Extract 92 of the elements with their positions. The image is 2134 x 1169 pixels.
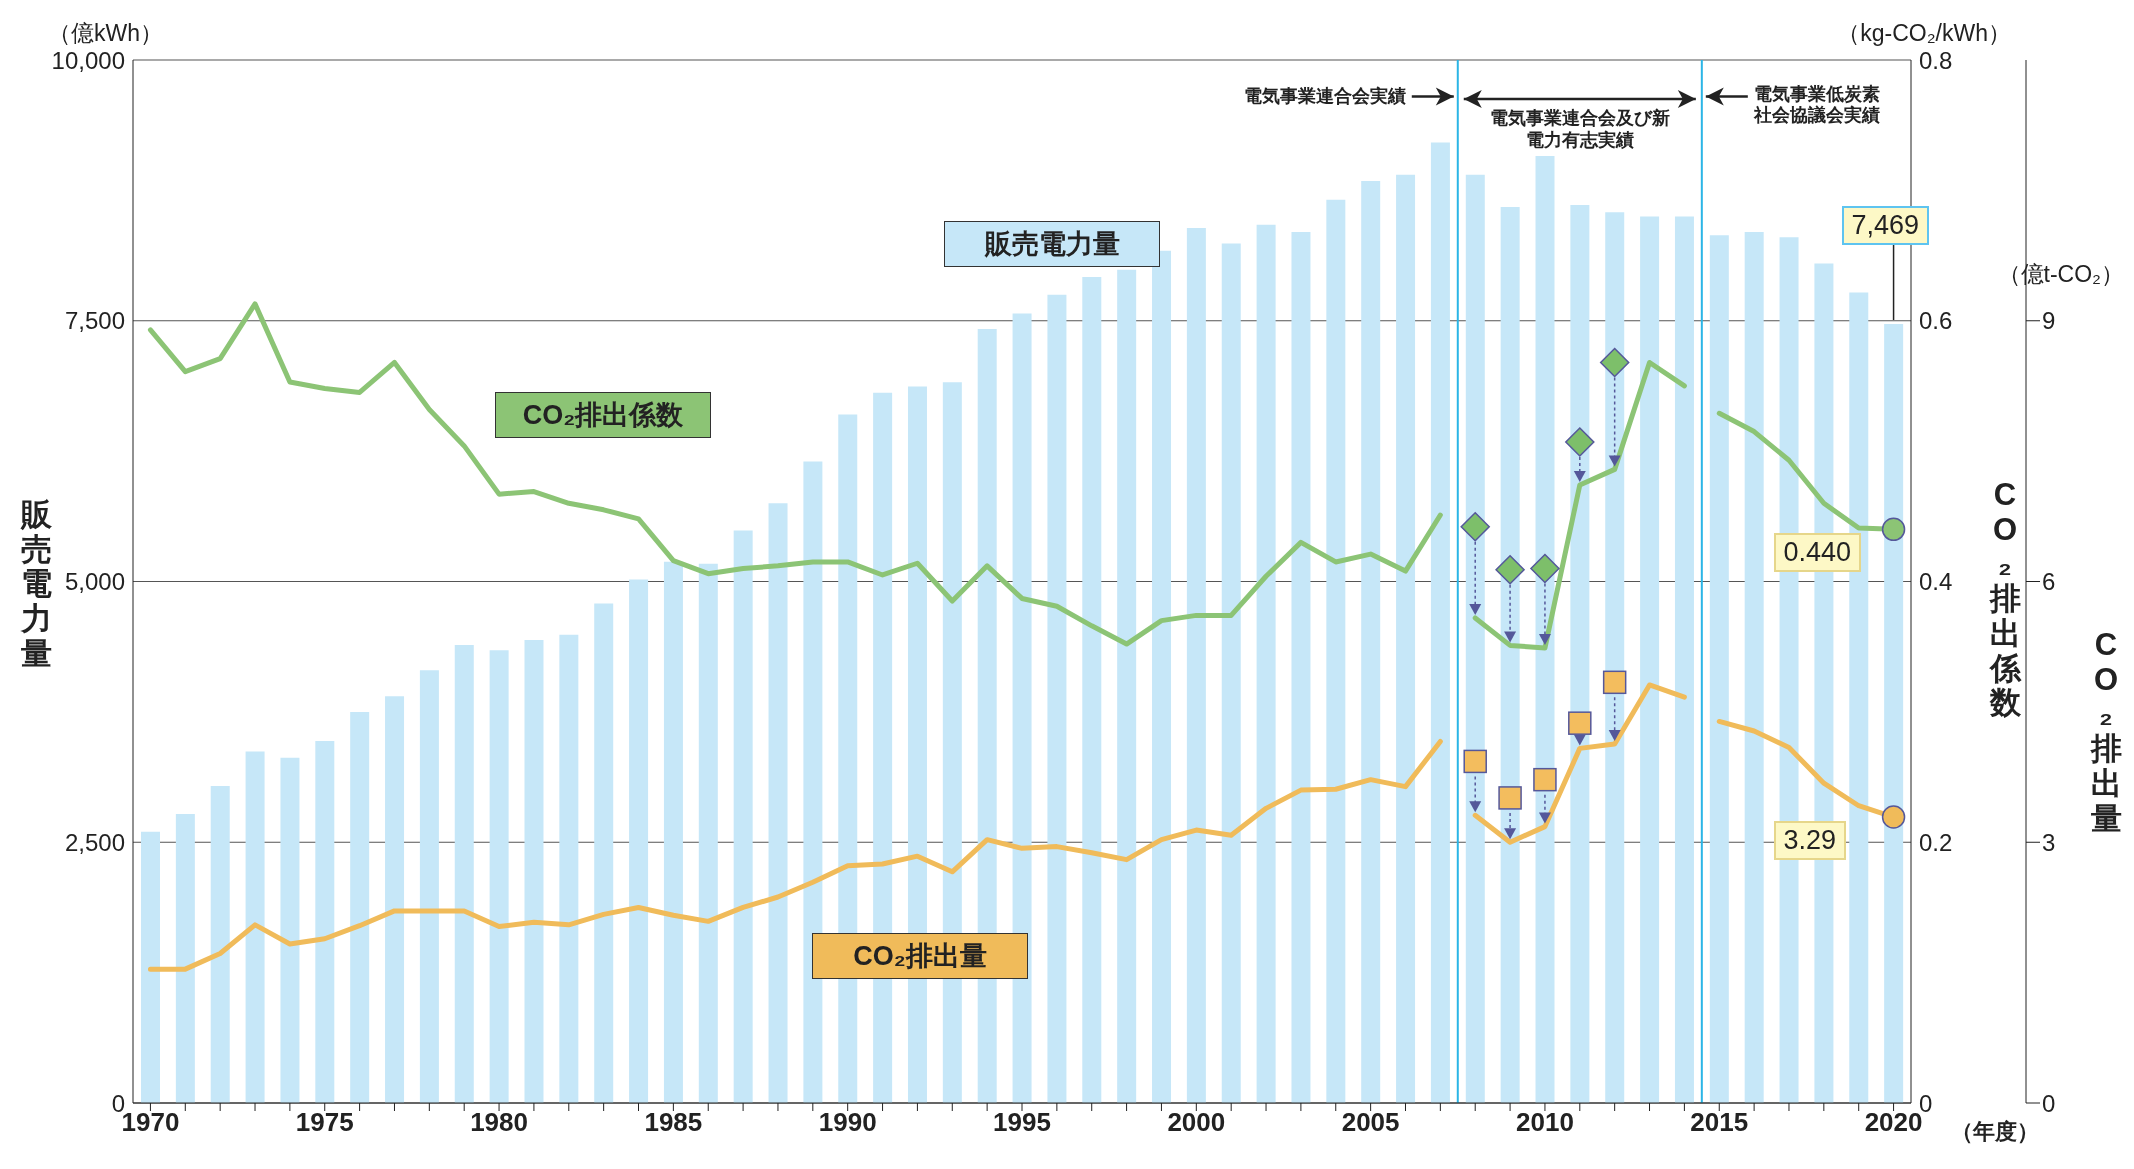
bar [524, 639, 544, 1103]
bar [280, 757, 300, 1103]
bar [315, 741, 335, 1103]
bar [1605, 212, 1625, 1103]
point [1881, 517, 1906, 542]
data-label: 3.29 [1773, 821, 1847, 861]
y3-axis-title: CO₂排出量 [2089, 627, 2123, 837]
point [1533, 767, 1557, 792]
bar [698, 563, 718, 1103]
point [1495, 555, 1525, 585]
bar [1640, 216, 1660, 1103]
point [1498, 786, 1522, 810]
y2-tick-label: 0.2 [1919, 828, 1953, 856]
bar [350, 711, 370, 1103]
y3-tick-label: 9 [2042, 307, 2056, 335]
point [1881, 805, 1906, 829]
point [1568, 711, 1592, 735]
bar [1326, 199, 1346, 1103]
bar [768, 503, 788, 1103]
bar [1256, 224, 1276, 1103]
bar [559, 634, 579, 1103]
bar [141, 831, 160, 1103]
x-tick-label: 2000 [1167, 1107, 1226, 1138]
bar [803, 461, 823, 1103]
bar [1047, 294, 1067, 1103]
x-tick-label: 1995 [993, 1107, 1051, 1138]
x-tick-label: 1980 [470, 1107, 528, 1138]
x-tick-label: 1975 [295, 1107, 354, 1138]
x-tick-label: 2010 [1516, 1107, 1574, 1138]
bar [1221, 243, 1241, 1103]
y-axis-title: 販売電力量 [19, 497, 53, 672]
text: （億t-CO₂） [1997, 259, 2124, 289]
bar [1396, 174, 1416, 1103]
bar [1500, 207, 1520, 1103]
x-tick-label: 1990 [818, 1107, 877, 1138]
y2-tick-label: 0.8 [1919, 46, 1953, 74]
x-tick-label: 2015 [1690, 1107, 1749, 1138]
bar [1674, 216, 1694, 1103]
y-tick-label: 10,000 [51, 46, 125, 74]
bar [1744, 232, 1764, 1103]
y-tick-label: 2,500 [64, 828, 125, 856]
bar [1186, 227, 1206, 1103]
bar [1535, 155, 1555, 1103]
text: （kg-CO₂/kWh） [1837, 20, 2011, 46]
point [1460, 511, 1490, 542]
y3-tick-label: 0 [2042, 1089, 2056, 1117]
bar [1570, 204, 1590, 1103]
bar [454, 645, 474, 1103]
bar [1849, 292, 1869, 1103]
text: CO₂排出量 [812, 933, 1028, 979]
bar [663, 561, 683, 1103]
point [1463, 749, 1487, 774]
bar [1082, 276, 1102, 1103]
y2-tick-label: 0.6 [1919, 307, 1953, 335]
bar [733, 530, 753, 1103]
annotation: 電気事業低炭素社会協議会実績 [1753, 83, 1881, 127]
y-tick-label: 5,000 [64, 568, 125, 596]
bar [1709, 235, 1729, 1103]
bar [1361, 180, 1381, 1103]
series-label: 販売電力量 [944, 221, 1160, 267]
x-tick-label: 2005 [1341, 1107, 1400, 1138]
text: （億kWh） [48, 20, 163, 46]
bar [1012, 313, 1032, 1103]
bar [210, 785, 230, 1103]
bar [629, 579, 649, 1103]
point [1599, 347, 1630, 378]
bar [1465, 174, 1485, 1103]
bar [175, 814, 195, 1103]
bar [489, 650, 509, 1103]
y3-tick-label: 3 [2042, 828, 2056, 856]
y2-tick-label: 0.4 [1919, 568, 1953, 596]
bar [594, 603, 614, 1103]
data-label: 7,469 [1841, 205, 1930, 245]
bar [245, 751, 265, 1103]
point [1565, 427, 1595, 457]
x-tick-label: 1985 [644, 1107, 703, 1138]
y2-axis-title: CO₂排出係数 [1988, 477, 2023, 722]
annotation: 電気事業連合会及び新電力有志実績 [1489, 108, 1670, 152]
bar [1430, 142, 1450, 1103]
y3-tick-label: 6 [2042, 568, 2056, 596]
bar [1117, 269, 1137, 1103]
text: CO₂排出係数 [495, 392, 711, 438]
annotation: 電気事業連合会実績 [1243, 84, 1406, 108]
y-tick-label: 7,500 [64, 307, 125, 335]
bar [385, 696, 405, 1103]
bar [1291, 232, 1311, 1103]
bar [1884, 323, 1904, 1103]
point [1530, 553, 1560, 584]
x-axis-title: （年度） [1951, 1118, 2039, 1146]
bar [419, 670, 439, 1103]
point [1602, 670, 1627, 695]
data-label: 0.440 [1773, 533, 1862, 573]
